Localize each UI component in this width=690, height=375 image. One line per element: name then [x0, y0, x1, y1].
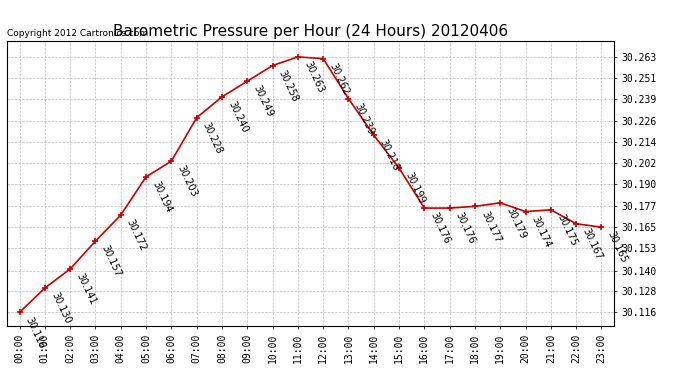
Text: 30.203: 30.203 [175, 164, 199, 199]
Text: 30.179: 30.179 [504, 206, 528, 240]
Title: Barometric Pressure per Hour (24 Hours) 20120406: Barometric Pressure per Hour (24 Hours) … [113, 24, 508, 39]
Text: 30.262: 30.262 [327, 62, 351, 96]
Text: 30.172: 30.172 [125, 218, 148, 253]
Text: 30.258: 30.258 [277, 68, 300, 103]
Text: 30.240: 30.240 [226, 100, 250, 135]
Text: 30.194: 30.194 [150, 180, 173, 214]
Text: 30.157: 30.157 [99, 244, 123, 279]
Text: 30.174: 30.174 [530, 214, 553, 249]
Text: 30.167: 30.167 [580, 226, 604, 261]
Text: 30.176: 30.176 [454, 211, 477, 246]
Text: 30.175: 30.175 [555, 213, 578, 248]
Text: Copyright 2012 Cartronics.com: Copyright 2012 Cartronics.com [7, 29, 148, 38]
Text: 30.141: 30.141 [75, 272, 97, 306]
Text: 30.218: 30.218 [378, 138, 402, 172]
Text: 30.116: 30.116 [23, 315, 47, 350]
Text: 30.130: 30.130 [49, 291, 72, 326]
Text: 30.177: 30.177 [479, 209, 502, 244]
Text: 30.199: 30.199 [403, 171, 426, 206]
Text: 30.249: 30.249 [251, 84, 275, 119]
Text: 30.263: 30.263 [302, 60, 326, 94]
Text: 30.228: 30.228 [201, 120, 224, 155]
Text: 30.176: 30.176 [428, 211, 452, 246]
Text: 30.239: 30.239 [353, 101, 376, 136]
Text: 30.165: 30.165 [606, 230, 629, 265]
